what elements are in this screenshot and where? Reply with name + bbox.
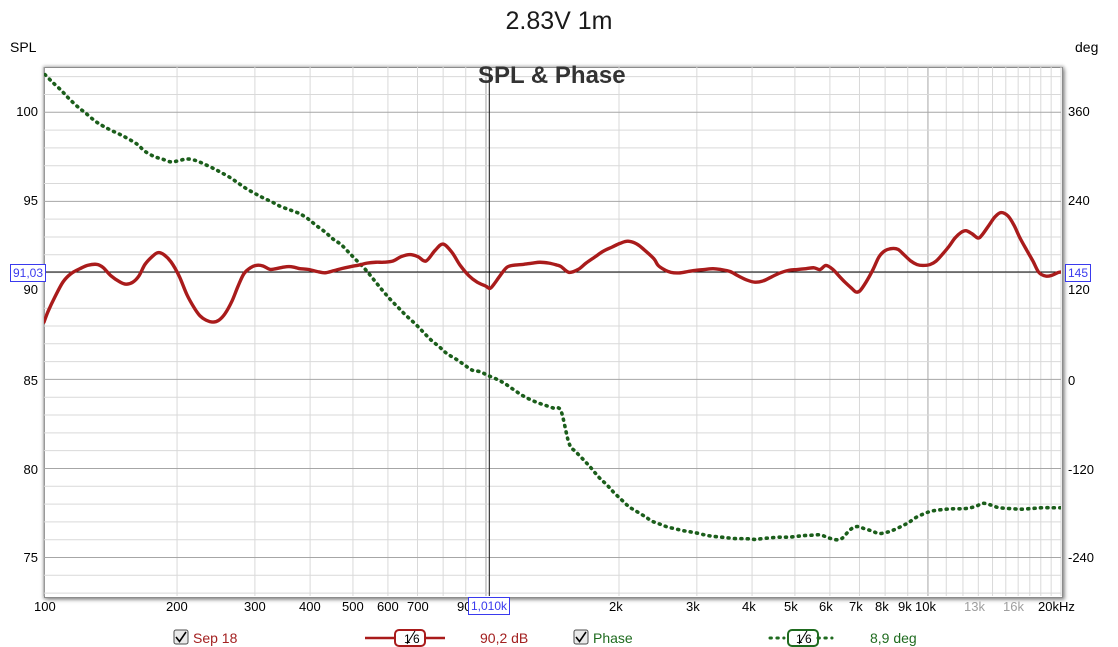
svg-text:6: 6 bbox=[413, 632, 420, 646]
svg-text:6: 6 bbox=[805, 632, 812, 646]
